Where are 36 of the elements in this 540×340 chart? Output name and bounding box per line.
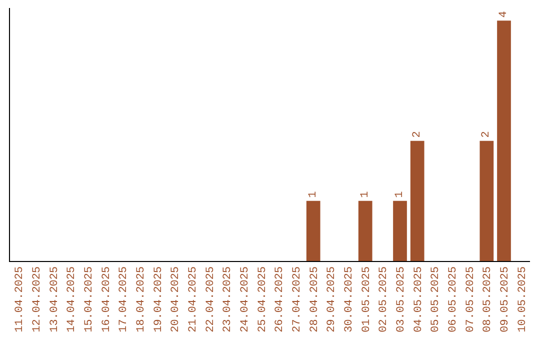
x-tick-label: 14.04.2025 (66, 266, 78, 332)
x-tick-label: 15.04.2025 (84, 266, 96, 332)
x-tick-label: 17.04.2025 (118, 266, 130, 332)
x-tick-label: 12.04.2025 (32, 266, 44, 332)
x-tick-label: 24.04.2025 (240, 266, 252, 332)
x-tick-label: 10.05.2025 (516, 266, 529, 332)
data-label: 1 (359, 190, 372, 198)
x-tick-label: 26.04.2025 (274, 266, 286, 332)
x-tick-label: 27.04.2025 (292, 266, 304, 332)
x-tick-label: 09.05.2025 (500, 266, 512, 332)
x-tick-label: 02.05.2025 (378, 266, 390, 332)
x-tick-label: 28.04.2025 (308, 266, 321, 332)
x-tick-label: 20.04.2025 (170, 266, 182, 332)
x-tick-label: 23.04.2025 (222, 266, 234, 332)
data-label: 1 (307, 190, 320, 198)
x-tick-label: 19.04.2025 (152, 266, 165, 332)
x-tick-label: 29.04.2025 (326, 266, 338, 332)
x-tick-label: 04.05.2025 (412, 266, 425, 332)
x-tick-label: 21.04.2025 (188, 266, 200, 332)
x-tick-label: 08.05.2025 (482, 266, 494, 332)
x-tick-label: 11.04.2025 (14, 266, 26, 332)
x-tick-label: 18.04.2025 (136, 266, 148, 332)
data-label: 2 (411, 131, 424, 138)
x-tick-label: 03.05.2025 (396, 266, 408, 332)
x-tick-label: 01.05.2025 (360, 266, 373, 332)
x-tick-label: 30.04.2025 (344, 266, 356, 332)
x-tick-label: 06.05.2025 (448, 266, 460, 332)
x-tick-label: 05.05.2025 (430, 266, 442, 332)
x-tick-label: 25.04.2025 (256, 266, 269, 332)
x-tick-label: 07.05.2025 (464, 266, 477, 332)
x-tick-label: 13.04.2025 (48, 266, 61, 332)
data-label: 4 (498, 10, 510, 18)
data-label: 1 (394, 190, 406, 198)
x-tick-label: 22.04.2025 (204, 266, 217, 332)
x-tick-label: 16.04.2025 (100, 266, 113, 332)
data-label: 2 (480, 131, 493, 138)
